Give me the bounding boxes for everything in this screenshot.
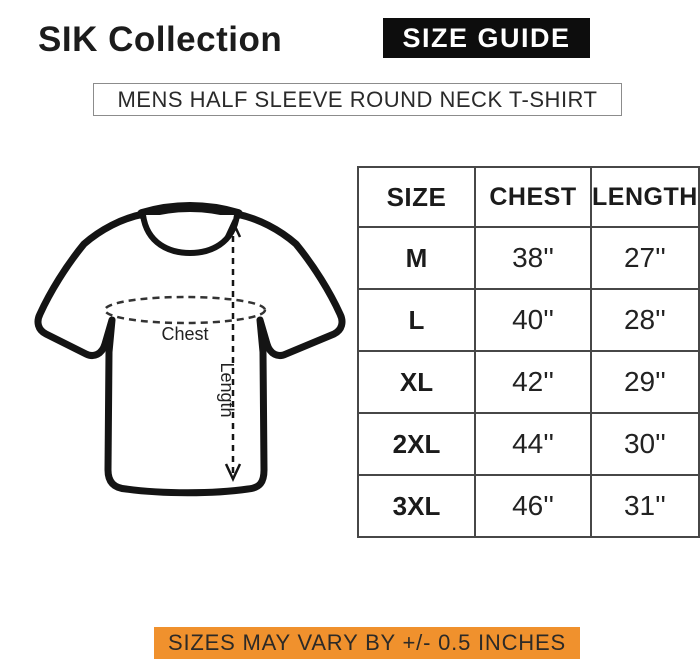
neckline-bottom (140, 212, 240, 257)
chest-cell: 46'' (474, 474, 592, 538)
size-guide-badge: SIZE GUIDE (383, 18, 590, 58)
size-cell: 2XL (357, 412, 476, 476)
size-cell: XL (357, 350, 476, 414)
size-cell: L (357, 288, 476, 352)
variance-note: SIZES MAY VARY BY +/- 0.5 INCHES (154, 627, 580, 659)
table-row: 3XL 46'' 31'' (357, 474, 700, 538)
length-cell: 29'' (590, 350, 700, 414)
length-arrow-down-icon (224, 463, 242, 482)
chest-label: Chest (161, 324, 208, 344)
chest-cell: 40'' (474, 288, 592, 352)
size-table: SIZE CHEST LENGTH M 38'' 27'' L 40'' 28'… (357, 166, 700, 538)
tshirt-outline (34, 210, 346, 497)
length-cell: 28'' (590, 288, 700, 352)
table-row: 2XL 44'' 30'' (357, 412, 700, 476)
table-row: L 40'' 28'' (357, 288, 700, 352)
header-length: LENGTH (590, 166, 700, 228)
tshirt-illustration: Chest Length (34, 202, 346, 497)
brand-name: SIK Collection (38, 20, 283, 59)
length-label: Length (217, 362, 237, 417)
length-cell: 31'' (590, 474, 700, 538)
length-cell: 27'' (590, 226, 700, 290)
chest-measure-ellipse (103, 295, 267, 325)
header-chest: CHEST (474, 166, 592, 228)
chest-cell: 38'' (474, 226, 592, 290)
length-arrow-up-icon (224, 219, 242, 238)
chest-cell: 42'' (474, 350, 592, 414)
table-row: XL 42'' 29'' (357, 350, 700, 414)
product-title: MENS HALF SLEEVE ROUND NECK T-SHIRT (93, 83, 622, 116)
length-cell: 30'' (590, 412, 700, 476)
size-table-header-row: SIZE CHEST LENGTH (357, 166, 700, 228)
chest-cell: 44'' (474, 412, 592, 476)
table-row: M 38'' 27'' (357, 226, 700, 290)
tshirt-diagram: Chest Length (22, 192, 358, 502)
size-cell: M (357, 226, 476, 290)
neckline-top (137, 202, 243, 219)
header-size: SIZE (357, 166, 476, 228)
size-cell: 3XL (357, 474, 476, 538)
